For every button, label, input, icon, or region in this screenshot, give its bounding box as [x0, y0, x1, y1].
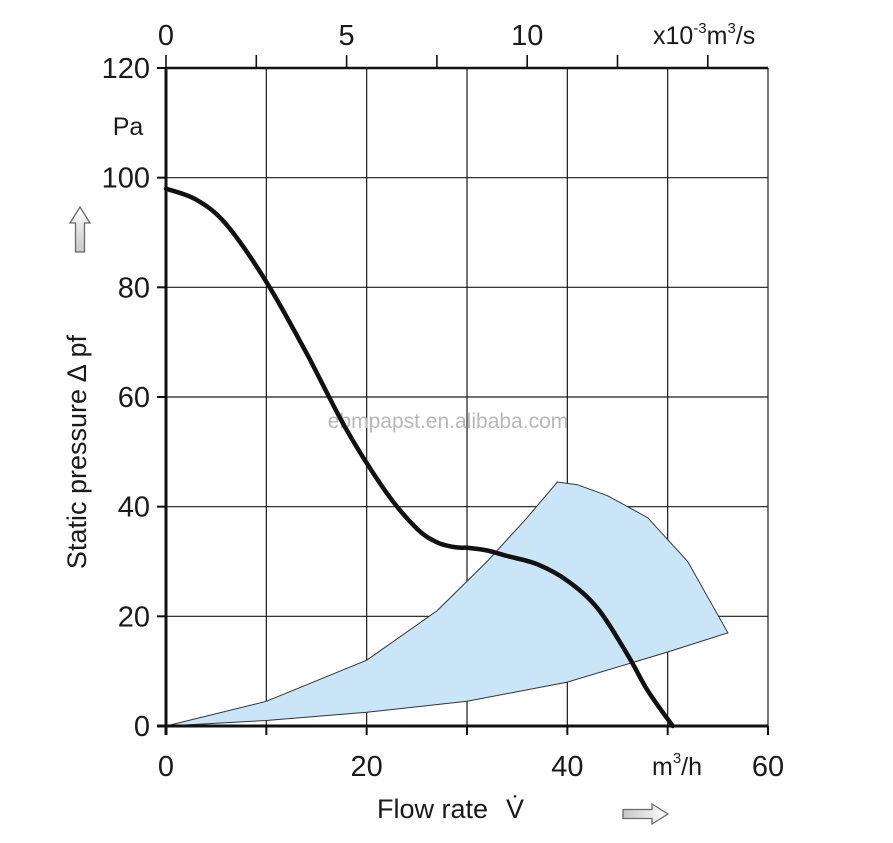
x-axis-symbol: V̇: [506, 794, 524, 824]
x-unit-base: m: [652, 753, 673, 781]
top-tick-label: 0: [158, 20, 174, 52]
top-axis-unit-label: x10-3m3/s: [653, 20, 755, 50]
watermark: ebmpapst.en.alibaba.com: [328, 410, 569, 433]
x-unit-exp: 3: [673, 750, 681, 767]
pressure-curve-line: [163, 186, 675, 729]
y-tick-labels: 0 20 40 60 80 100 120: [102, 53, 150, 743]
top-unit-mid: m: [707, 22, 728, 50]
y-tick-label: 60: [118, 382, 150, 414]
y-tick-label: 20: [118, 601, 150, 633]
y-direction-arrow-icon: [68, 205, 92, 253]
x-axis-title: Flow rate V̇: [377, 794, 524, 824]
x-unit-label: m3/h: [652, 750, 702, 781]
x-axis-title-text: Flow rate: [377, 794, 488, 824]
x-tick-label: 0: [158, 751, 174, 783]
y-tick-label: 120: [102, 53, 150, 85]
y-tick-label: 0: [134, 711, 150, 743]
operating-range-area: [165, 481, 729, 727]
axes: [157, 55, 769, 735]
y-unit-label: Pa: [113, 113, 144, 141]
top-unit-exp2: 3: [727, 20, 735, 37]
y-tick-label: 40: [118, 492, 150, 524]
x-tick-labels: 0 20 40 60: [158, 751, 784, 783]
y-tick-label: 100: [102, 163, 150, 195]
top-tick-label: 10: [511, 20, 543, 52]
top-unit-tail: /s: [736, 22, 755, 50]
top-unit-exp1: -3: [693, 20, 706, 37]
x-tick-label: 60: [752, 751, 784, 783]
x-unit-tail: /h: [681, 753, 702, 781]
top-tick-labels: 0 5 10: [158, 20, 543, 52]
x-tick-label: 20: [351, 751, 383, 783]
x-tick-label: 40: [551, 751, 583, 783]
top-unit-prefix: x10: [653, 22, 693, 50]
x-direction-arrow-icon: [622, 802, 670, 826]
top-tick-label: 5: [339, 20, 355, 52]
y-axis-title: Static pressure ∆ pf: [62, 334, 92, 569]
y-tick-label: 80: [118, 272, 150, 304]
